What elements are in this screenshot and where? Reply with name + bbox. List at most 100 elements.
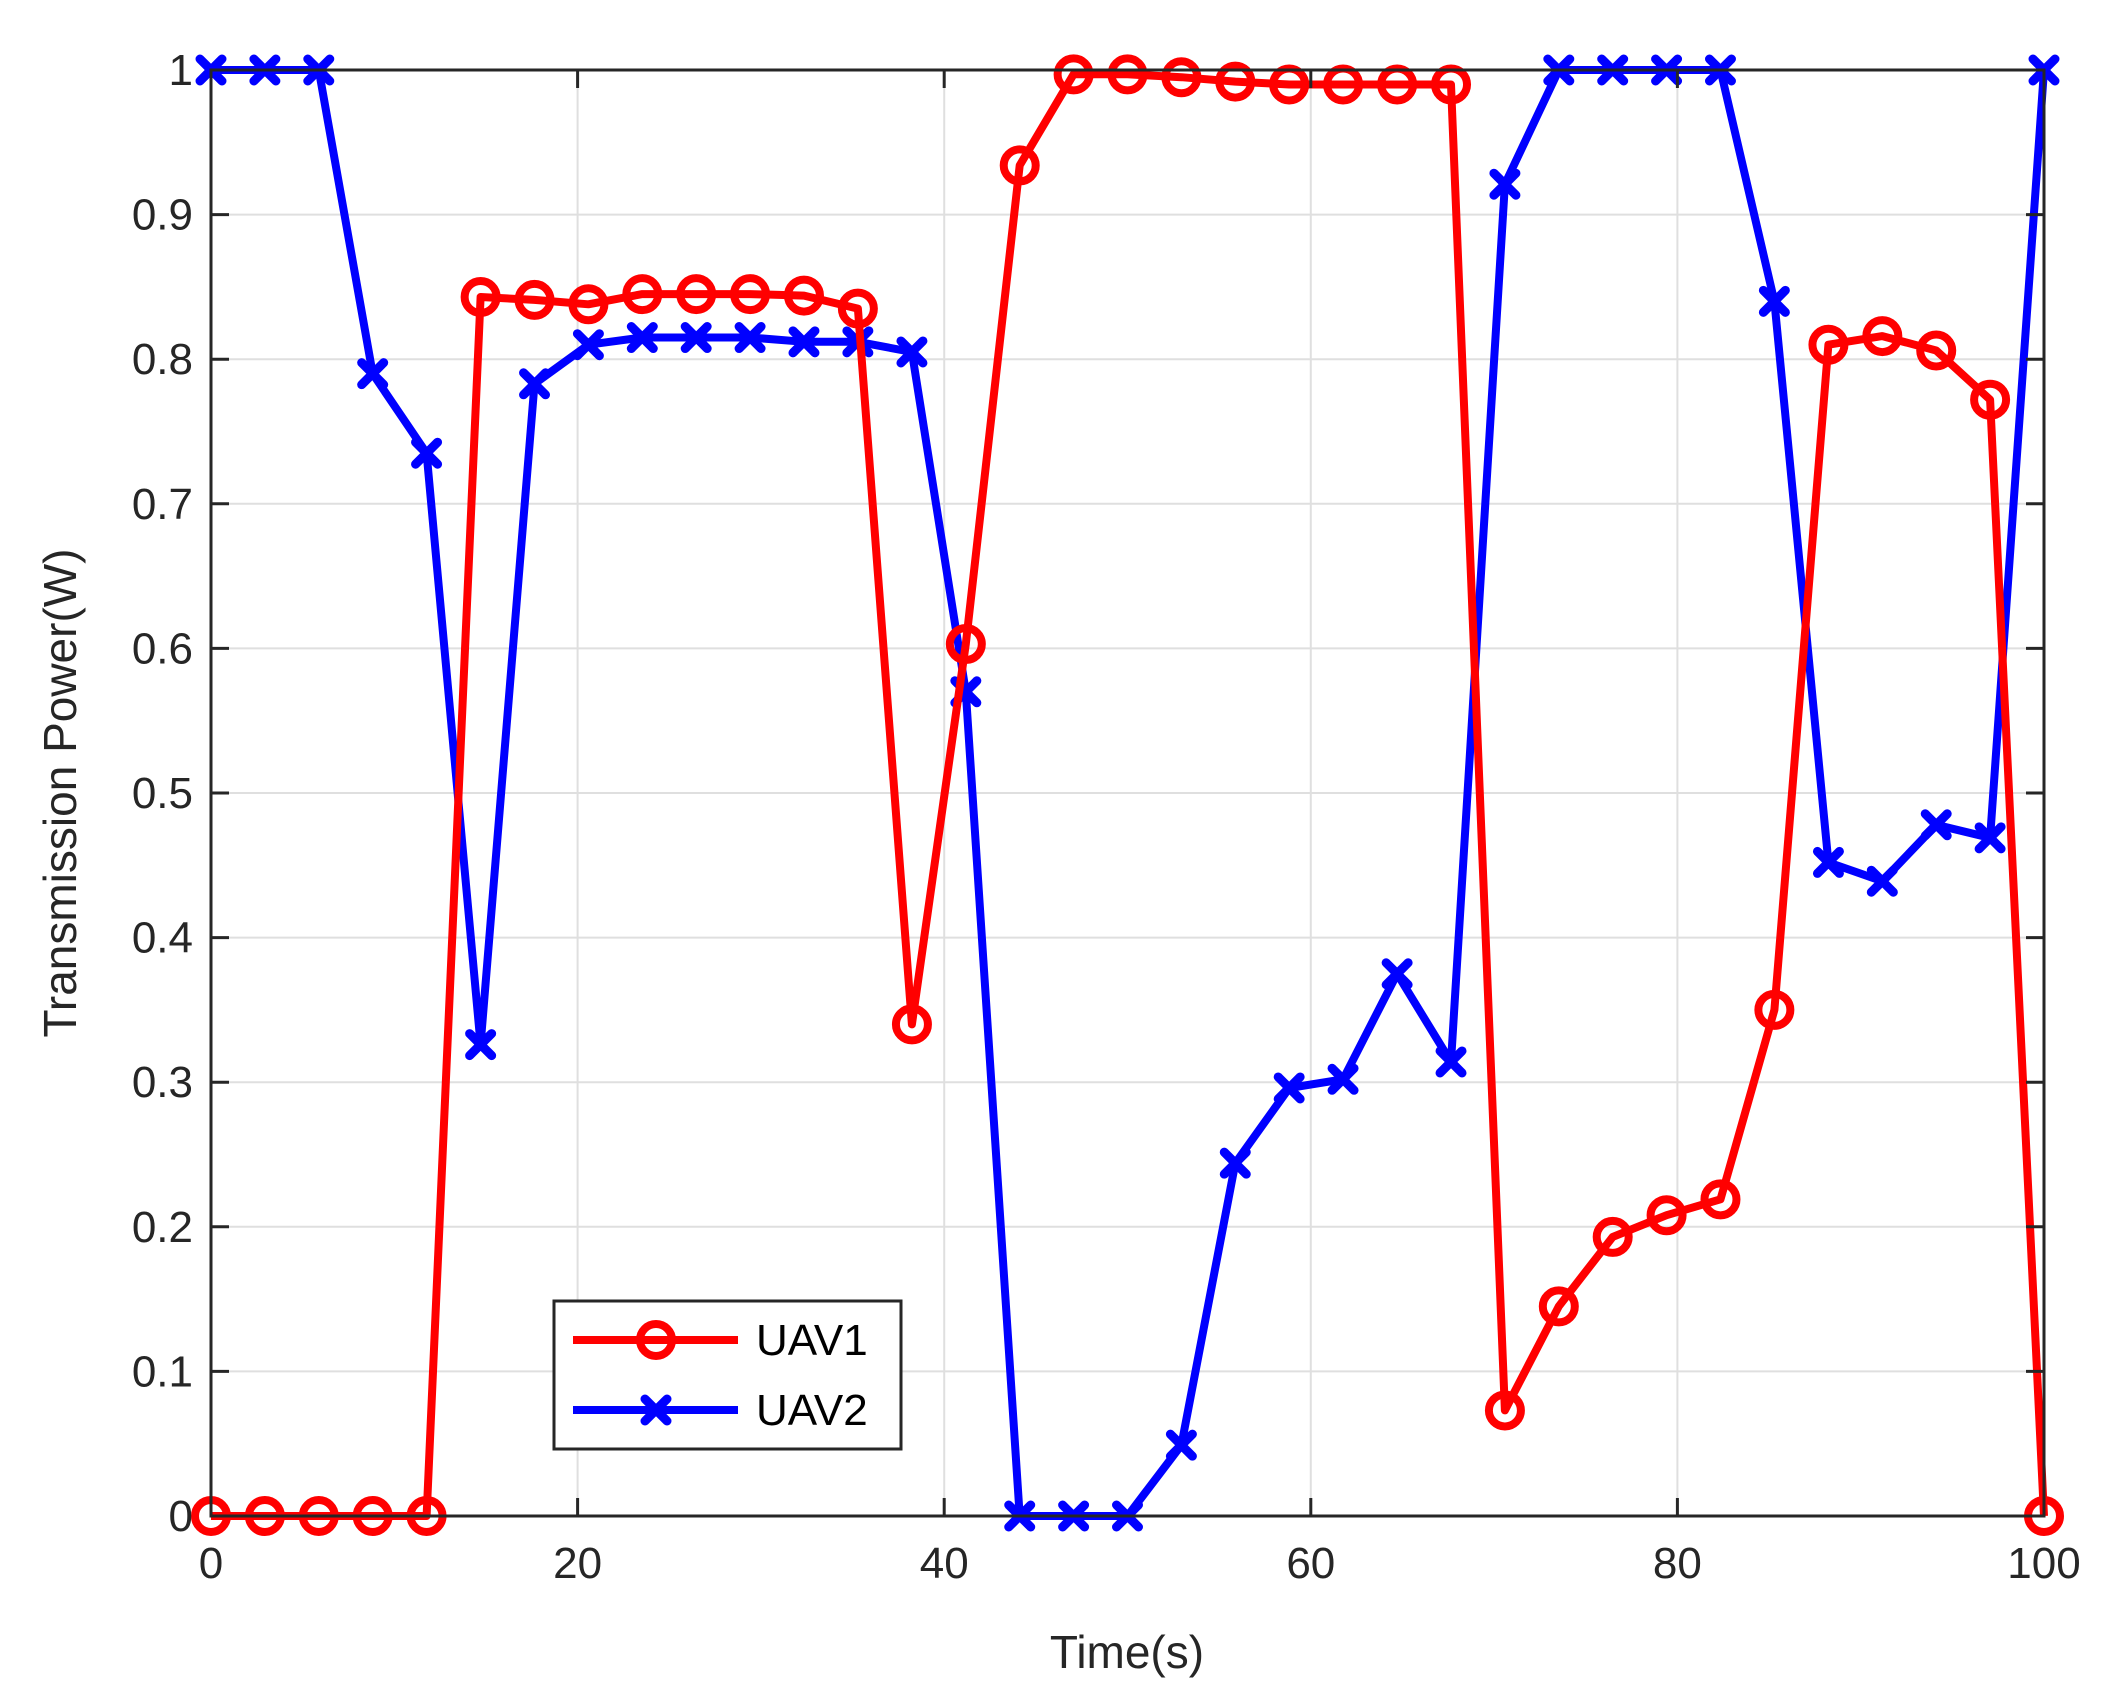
x-marker-stroke [896, 336, 928, 368]
data-point-uav1 [1700, 1179, 1741, 1220]
x-marker-stroke [572, 329, 604, 361]
y-tick-label: 0.2 [132, 1203, 193, 1252]
y-tick-label: 0.6 [132, 624, 193, 673]
legend-entries: UAV1 UAV2 [573, 1316, 868, 1435]
x-marker-stroke [519, 368, 551, 400]
data-point-uav2 [572, 329, 604, 361]
data-point-uav1 [622, 274, 663, 315]
y-tick-label: 0 [169, 1492, 193, 1541]
x-marker-stroke [411, 437, 443, 469]
data-point-uav2 [1327, 1063, 1359, 1095]
x-marker-stroke [1866, 865, 1898, 897]
legend-box [552, 1299, 903, 1451]
data-point-uav1 [514, 279, 555, 320]
y-tick-label: 0.1 [132, 1347, 193, 1396]
data-point-uav2 [411, 437, 443, 469]
y-tick-label: 0.7 [132, 480, 193, 529]
x-marker-stroke [788, 326, 820, 358]
data-point-uav1 [1484, 1390, 1525, 1431]
x-tick-label: 60 [1286, 1539, 1335, 1588]
x-tick-label: 100 [2007, 1539, 2080, 1588]
data-point-uav1 [1592, 1216, 1633, 1257]
data-point-uav2 [896, 336, 928, 368]
legend-marker [636, 1320, 676, 1360]
data-point-uav1 [676, 274, 717, 315]
y-tick-label: 1 [169, 46, 193, 95]
x-marker-stroke [1435, 1046, 1467, 1078]
x-marker-stroke [1327, 1063, 1359, 1095]
data-point-uav2 [1920, 809, 1952, 841]
data-point-uav2 [734, 322, 766, 354]
x-marker-stroke [1758, 285, 1790, 317]
series-uav1 [191, 54, 2064, 1536]
data-point-uav1 [891, 1004, 932, 1045]
data-point-uav1 [837, 288, 878, 329]
data-point-uav1 [730, 274, 771, 315]
data-point-uav2 [1974, 822, 2006, 854]
data-point-uav1 [568, 284, 609, 325]
x-marker-stroke [465, 1029, 497, 1061]
x-tick-label: 20 [553, 1539, 602, 1588]
x-tick-label: 80 [1653, 1539, 1702, 1588]
y-tick-label: 0.5 [132, 769, 193, 818]
legend-entry-uav1: UAV1 [573, 1316, 868, 1365]
data-point-uav2 [1381, 958, 1413, 990]
data-point-uav1 [1053, 54, 1094, 95]
data-point-uav1 [1323, 64, 1364, 105]
legend-label: UAV2 [756, 1386, 868, 1435]
data-point-uav2 [626, 322, 658, 354]
data-point-uav2 [1273, 1072, 1305, 1104]
data-point-uav2 [1435, 1046, 1467, 1078]
x-marker-stroke [1219, 1147, 1251, 1179]
data-point-uav1 [460, 277, 501, 318]
data-point-uav1 [1377, 64, 1418, 105]
y-tick-label: 0.4 [132, 914, 193, 963]
data-point-uav2 [357, 358, 389, 390]
data-point-uav1 [1646, 1195, 1687, 1236]
x-marker-stroke [1974, 822, 2006, 854]
x-marker-stroke [1812, 846, 1844, 878]
tick-labels: 0 20 40 60 80 100 0 0.1 0.2 0.3 0.4 0.5 0.6 0.7 0.8 0.9… [132, 46, 2081, 1588]
legend-label: UAV1 [756, 1316, 868, 1365]
x-marker-stroke [734, 322, 766, 354]
data-point-uav1 [1161, 57, 1202, 98]
data-point-uav2 [1812, 846, 1844, 878]
x-marker-stroke [357, 358, 389, 390]
x-marker-stroke [626, 322, 658, 354]
axis-ticks [209, 68, 2046, 1518]
x-marker-stroke [680, 322, 712, 354]
data-point-uav1 [999, 145, 1040, 186]
data-point-uav2 [1165, 1429, 1197, 1461]
data-point-uav2 [1758, 285, 1790, 317]
data-point-uav2 [465, 1029, 497, 1061]
data-point-uav2 [1489, 168, 1521, 200]
x-tick-label: 40 [920, 1539, 969, 1588]
data-point-uav1 [1269, 64, 1310, 105]
x-tick-label: 0 [199, 1539, 223, 1588]
data-point-uav1 [1754, 989, 1795, 1030]
x-marker-stroke [1381, 958, 1413, 990]
data-point-uav1 [1862, 316, 1903, 357]
legend-marker [640, 1394, 672, 1426]
x-marker-stroke [1920, 809, 1952, 841]
legend: UAV1 UAV2 [552, 1299, 903, 1451]
data-point-uav1 [783, 275, 824, 316]
x-marker-stroke [1165, 1429, 1197, 1461]
y-tick-label: 0.8 [132, 335, 193, 384]
x-marker-stroke [1489, 168, 1521, 200]
y-axis-label: Transmission Power(W) [34, 548, 86, 1037]
data-point-uav1 [1538, 1286, 1579, 1327]
y-tick-label: 0.3 [132, 1058, 193, 1107]
data-point-uav2 [1866, 865, 1898, 897]
data-point-uav2 [788, 326, 820, 358]
data-point-uav1 [1970, 379, 2011, 420]
y-tick-label: 0.9 [132, 191, 193, 240]
data-point-uav1 [1431, 64, 1472, 105]
data-point-uav1 [1916, 330, 1957, 371]
x-axis-label: Time(s) [1050, 1626, 1204, 1678]
legend-entry-uav2: UAV2 [573, 1386, 868, 1435]
x-marker-stroke [640, 1394, 672, 1426]
data-point-uav1 [1808, 324, 1849, 365]
data-point-uav2 [519, 368, 551, 400]
